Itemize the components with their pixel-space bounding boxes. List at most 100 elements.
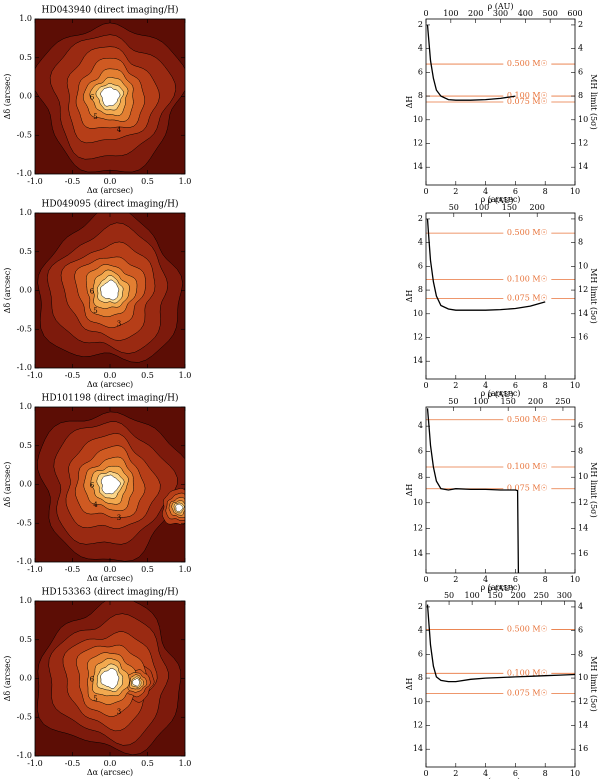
- y-tick-label: 10: [413, 115, 423, 124]
- y-tick-label: 4: [418, 626, 423, 635]
- x2-tick-label: 400: [518, 9, 533, 18]
- x-tick-label: 8: [543, 575, 548, 584]
- contour: [100, 474, 121, 495]
- y-tick-label: 10: [413, 498, 423, 507]
- contour-label: 4: [117, 126, 122, 134]
- x-tick-label: 0: [423, 187, 428, 196]
- y-tick-label: 4: [418, 44, 423, 53]
- y2-axis-label: MH limit (5σ): [589, 268, 598, 324]
- contour: [132, 678, 140, 687]
- y2-tick-label: 14: [578, 523, 588, 532]
- x-tick-label: 0: [423, 575, 428, 584]
- y-axis-label: Δδ (arcsec): [3, 268, 12, 314]
- x-tick-label: 8: [543, 769, 548, 778]
- y-tick-label: 1.0: [19, 208, 32, 217]
- panel-title: HD049095 (direct imaging/H): [42, 199, 179, 210]
- detection-curve: [426, 218, 546, 311]
- mass-limit-label: 0.100 M☉: [507, 91, 548, 100]
- x2-tick-label: 500: [543, 9, 558, 18]
- x2-axis-label: ρ (AU): [487, 390, 513, 399]
- y-tick-label: 14: [413, 744, 423, 753]
- y-axis-label: Δδ (arcsec): [3, 462, 12, 508]
- x-tick-label: 8: [543, 381, 548, 390]
- x-axis-label: Δα (arcsec): [87, 380, 133, 389]
- label-bg: [503, 229, 552, 238]
- contour-label: 6: [90, 93, 95, 101]
- x2-tick-label: 200: [530, 203, 545, 212]
- y2-tick-label: 16: [578, 549, 588, 558]
- label-bg: [503, 98, 552, 106]
- contour-label: 3: [117, 708, 121, 716]
- label-bg: [503, 60, 552, 69]
- x-tick-label: 10: [570, 381, 580, 390]
- x-tick-label: 2: [453, 575, 458, 584]
- x-tick-label: 6: [513, 769, 518, 778]
- y-tick-label: 12: [413, 523, 423, 532]
- x-tick-label: 10: [570, 575, 580, 584]
- x-tick-label: -0.5: [65, 565, 80, 574]
- y-tick-label: -0.5: [17, 324, 32, 333]
- y2-tick-label: 16: [578, 333, 588, 342]
- y-tick-label: 0.0: [19, 92, 32, 101]
- x-tick-label: -0.5: [65, 759, 80, 768]
- contour-label: 6: [90, 481, 95, 489]
- y-tick-label: 10: [413, 309, 423, 318]
- y-tick-label: 12: [413, 139, 423, 148]
- x-axis-label: ρ (arcsec): [481, 195, 521, 204]
- x-tick-label: 1.0: [179, 565, 192, 574]
- y-tick-label: 1.0: [19, 596, 32, 605]
- frame: [425, 406, 576, 574]
- x-axis-label: Δα (arcsec): [87, 186, 133, 195]
- x-tick-label: -1.0: [27, 177, 42, 186]
- y-tick-label: 2: [418, 214, 423, 223]
- contour-label: 5: [93, 307, 97, 315]
- x2-tick-label: 150: [488, 591, 503, 600]
- label-bg: [503, 625, 552, 634]
- y-tick-label: 4: [418, 238, 423, 247]
- x2-tick-label: 600: [567, 9, 582, 18]
- panel-title: HD153363 (direct imaging/H): [42, 587, 179, 598]
- x2-axis-label: ρ (AU): [487, 2, 513, 11]
- plot-area: 0.500 M☉ 0.100 M☉ 0.075 M☉: [426, 218, 575, 311]
- y2-tick-label: 12: [578, 139, 588, 148]
- y-tick-label: 0.0: [19, 286, 32, 295]
- mass-limit-label: 0.075 M☉: [507, 688, 548, 697]
- x2-axis-label: ρ (AU): [487, 584, 513, 593]
- x-tick-label: 0.5: [141, 759, 154, 768]
- y-tick-label: 8: [418, 673, 423, 682]
- mass-limit-label: 0.100 M☉: [507, 462, 548, 471]
- x-tick-label: 0.0: [104, 177, 117, 186]
- x-tick-label: 6: [513, 187, 518, 196]
- y-tick-label: -0.5: [17, 130, 32, 139]
- x-tick-label: -1.0: [27, 371, 42, 380]
- y2-tick-label: 12: [578, 498, 588, 507]
- y2-tick-label: 14: [578, 162, 588, 171]
- x-tick-label: 0.5: [141, 565, 154, 574]
- y2-tick-label: 12: [578, 285, 588, 294]
- y2-tick-label: 14: [578, 309, 588, 318]
- x-tick-label: 0: [423, 381, 428, 390]
- label-bg: [503, 92, 552, 101]
- y2-axis-label: MH limit (5σ): [589, 656, 598, 712]
- y-tick-label: -0.5: [17, 518, 32, 527]
- y-tick-label: 6: [418, 447, 423, 456]
- y2-tick-label: 6: [578, 214, 583, 223]
- y-tick-label: 0.5: [19, 247, 32, 256]
- x2-tick-label: 250: [555, 397, 570, 406]
- x2-tick-label: 50: [448, 397, 458, 406]
- contour-label: 3: [117, 320, 121, 328]
- x-tick-label: 4: [483, 769, 488, 778]
- y-tick-label: 14: [413, 162, 423, 171]
- plot-area: 0.500 M☉ 0.100 M☉ 0.075 M☉: [426, 604, 575, 698]
- y-tick-label: -1.0: [17, 169, 32, 178]
- label-bg: [503, 294, 552, 303]
- y2-tick-label: 8: [578, 238, 583, 247]
- mass-limit-label: 0.500 M☉: [507, 415, 548, 424]
- y2-tick-label: 8: [578, 447, 583, 456]
- contour-label: 6: [90, 287, 95, 295]
- y2-tick-label: 14: [578, 721, 588, 730]
- y-tick-label: 0.5: [19, 635, 32, 644]
- y2-tick-label: 8: [578, 649, 583, 658]
- y-tick-label: -1.0: [17, 363, 32, 372]
